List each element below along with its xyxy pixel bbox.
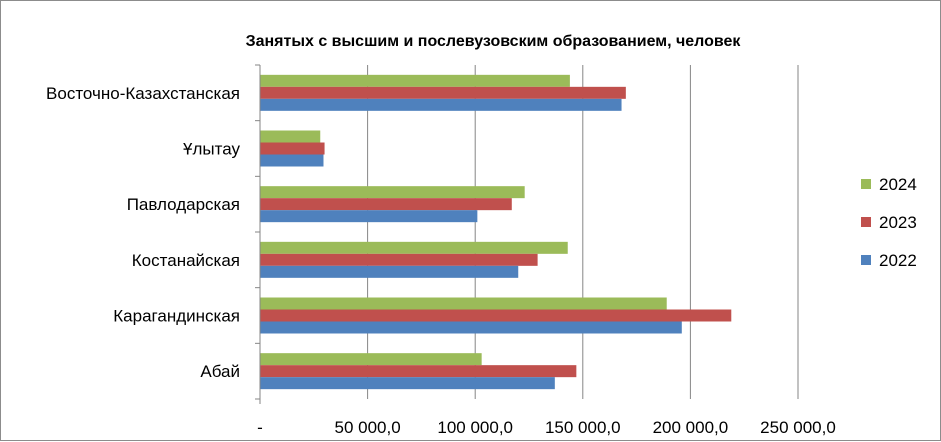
bar-2023 [260, 86, 626, 99]
bar-2022 [260, 210, 478, 223]
bar-2024 [260, 297, 667, 310]
x-tick-labels: - 50 000,0 100 000,0 150 000,0 200 000,0 250 … [257, 418, 836, 437]
bar-2022 [260, 321, 682, 334]
chart-title: Занятых с высшим и послевузовским образо… [246, 33, 742, 50]
x-tick-label: - [257, 418, 263, 437]
bar-2023 [260, 198, 512, 211]
x-tick-label: 50 000,0 [335, 418, 401, 437]
legend-label: 2022 [879, 251, 917, 270]
bar-2024 [260, 241, 568, 254]
legend-swatch-2022 [861, 255, 871, 265]
category-label: Восточно-Казахстанская [46, 84, 240, 103]
bar-2023 [260, 253, 538, 266]
bar-2023 [260, 365, 577, 378]
x-tick-label: 100 000,0 [437, 418, 513, 437]
bar-2024 [260, 353, 482, 366]
legend-swatch-2023 [861, 217, 871, 227]
bar-2024 [260, 74, 570, 87]
bar-2024 [260, 186, 525, 199]
category-label: Костанайская [132, 251, 240, 270]
bar-2022 [260, 98, 622, 111]
category-label: Ұлытау [183, 140, 240, 159]
bar-2022 [260, 154, 324, 167]
category-label: Павлодарская [127, 195, 240, 214]
legend: 2024 2023 2022 [861, 175, 917, 270]
bars [260, 74, 732, 390]
bar-2022 [260, 377, 555, 390]
legend-label: 2023 [879, 213, 917, 232]
legend-label: 2024 [879, 175, 917, 194]
category-label: Абай [200, 362, 240, 381]
category-labels: Абай Карагандинская Костанайская Павлодарск… [46, 84, 240, 381]
bar-2024 [260, 130, 321, 143]
bar-2023 [260, 309, 732, 322]
gridlines [367, 65, 799, 399]
x-tick-label: 250 000,0 [760, 418, 836, 437]
x-tick-label: 150 000,0 [545, 418, 621, 437]
x-tick-label: 200 000,0 [653, 418, 729, 437]
bar-2022 [260, 265, 519, 278]
category-label: Карагандинская [113, 307, 240, 326]
legend-swatch-2024 [861, 179, 871, 189]
bar-2023 [260, 142, 325, 155]
axes [255, 64, 261, 404]
